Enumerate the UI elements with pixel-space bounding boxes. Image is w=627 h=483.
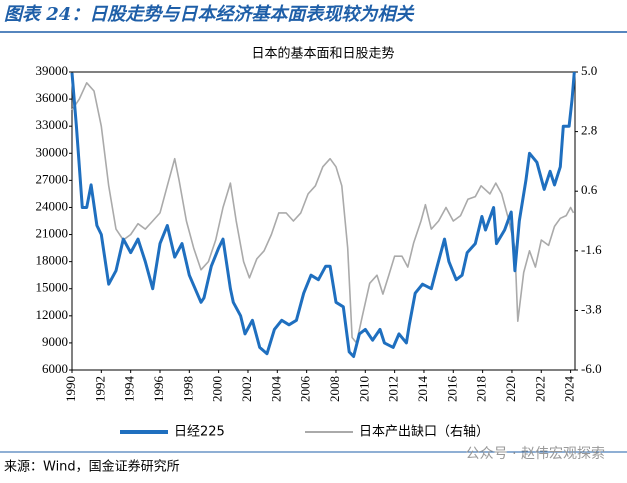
y-tick-label: 24000 [36, 198, 69, 213]
x-tick-label: 2012 [386, 376, 401, 402]
x-tick-label: 2002 [239, 376, 254, 402]
series-line [70, 71, 576, 358]
y-tick-label: 6000 [42, 361, 68, 376]
series-line [71, 82, 575, 344]
y-tick-label: 12000 [36, 307, 69, 322]
y-tick-label: 33000 [36, 117, 69, 132]
plot-frame [71, 71, 576, 371]
y-tick-label: 21000 [36, 226, 69, 241]
chart-title: 日本的基本面和日股走势 [251, 46, 394, 62]
y2-tick-label: -3.8 [581, 301, 602, 316]
y2-tick-label: 5.0 [581, 63, 597, 78]
x-tick-label: 2000 [210, 376, 225, 402]
source: 来源：Wind，国金证券研究所 [4, 459, 180, 475]
y2-tick-label: 2.8 [581, 123, 597, 138]
legend-label: 日经225 [174, 425, 225, 440]
x-tick-label: 2024 [562, 376, 577, 403]
x-tick-label: 2022 [532, 376, 547, 402]
x-tick-label: 1992 [92, 376, 107, 402]
watermark: 公众号 · 赵伟宏观探索 [466, 445, 605, 462]
y2-tick-label: -6.0 [581, 361, 602, 376]
y-tick-label: 39000 [36, 63, 69, 78]
y2-tick-label: 0.6 [581, 182, 598, 197]
x-tick-label: 1994 [122, 376, 137, 403]
x-tick-label: 2010 [356, 376, 371, 402]
x-tick-label: 1996 [151, 376, 166, 403]
y-tick-label: 15000 [36, 280, 69, 295]
y-tick-label: 9000 [42, 334, 68, 349]
y-tick-label: 36000 [36, 90, 69, 105]
x-tick-label: 2014 [415, 376, 430, 403]
x-tick-label: 2008 [327, 376, 342, 402]
y-tick-label: 27000 [36, 171, 69, 186]
x-tick-label: 2016 [444, 376, 459, 403]
header-title: 图表 24：日股走势与日本经济基本面表现较为相关 [4, 4, 415, 25]
y-tick-label: 30000 [36, 144, 69, 159]
legend-label: 日本产出缺口（右轴） [359, 425, 489, 440]
x-tick-label: 2018 [474, 376, 489, 402]
y-tick-label: 18000 [36, 253, 69, 268]
x-tick-label: 2020 [503, 376, 518, 402]
x-tick-label: 2006 [298, 376, 313, 403]
x-tick-label: 1998 [180, 376, 195, 402]
x-tick-label: 1990 [63, 376, 78, 402]
y2-tick-label: -1.6 [581, 242, 602, 257]
x-tick-label: 2004 [268, 376, 283, 403]
